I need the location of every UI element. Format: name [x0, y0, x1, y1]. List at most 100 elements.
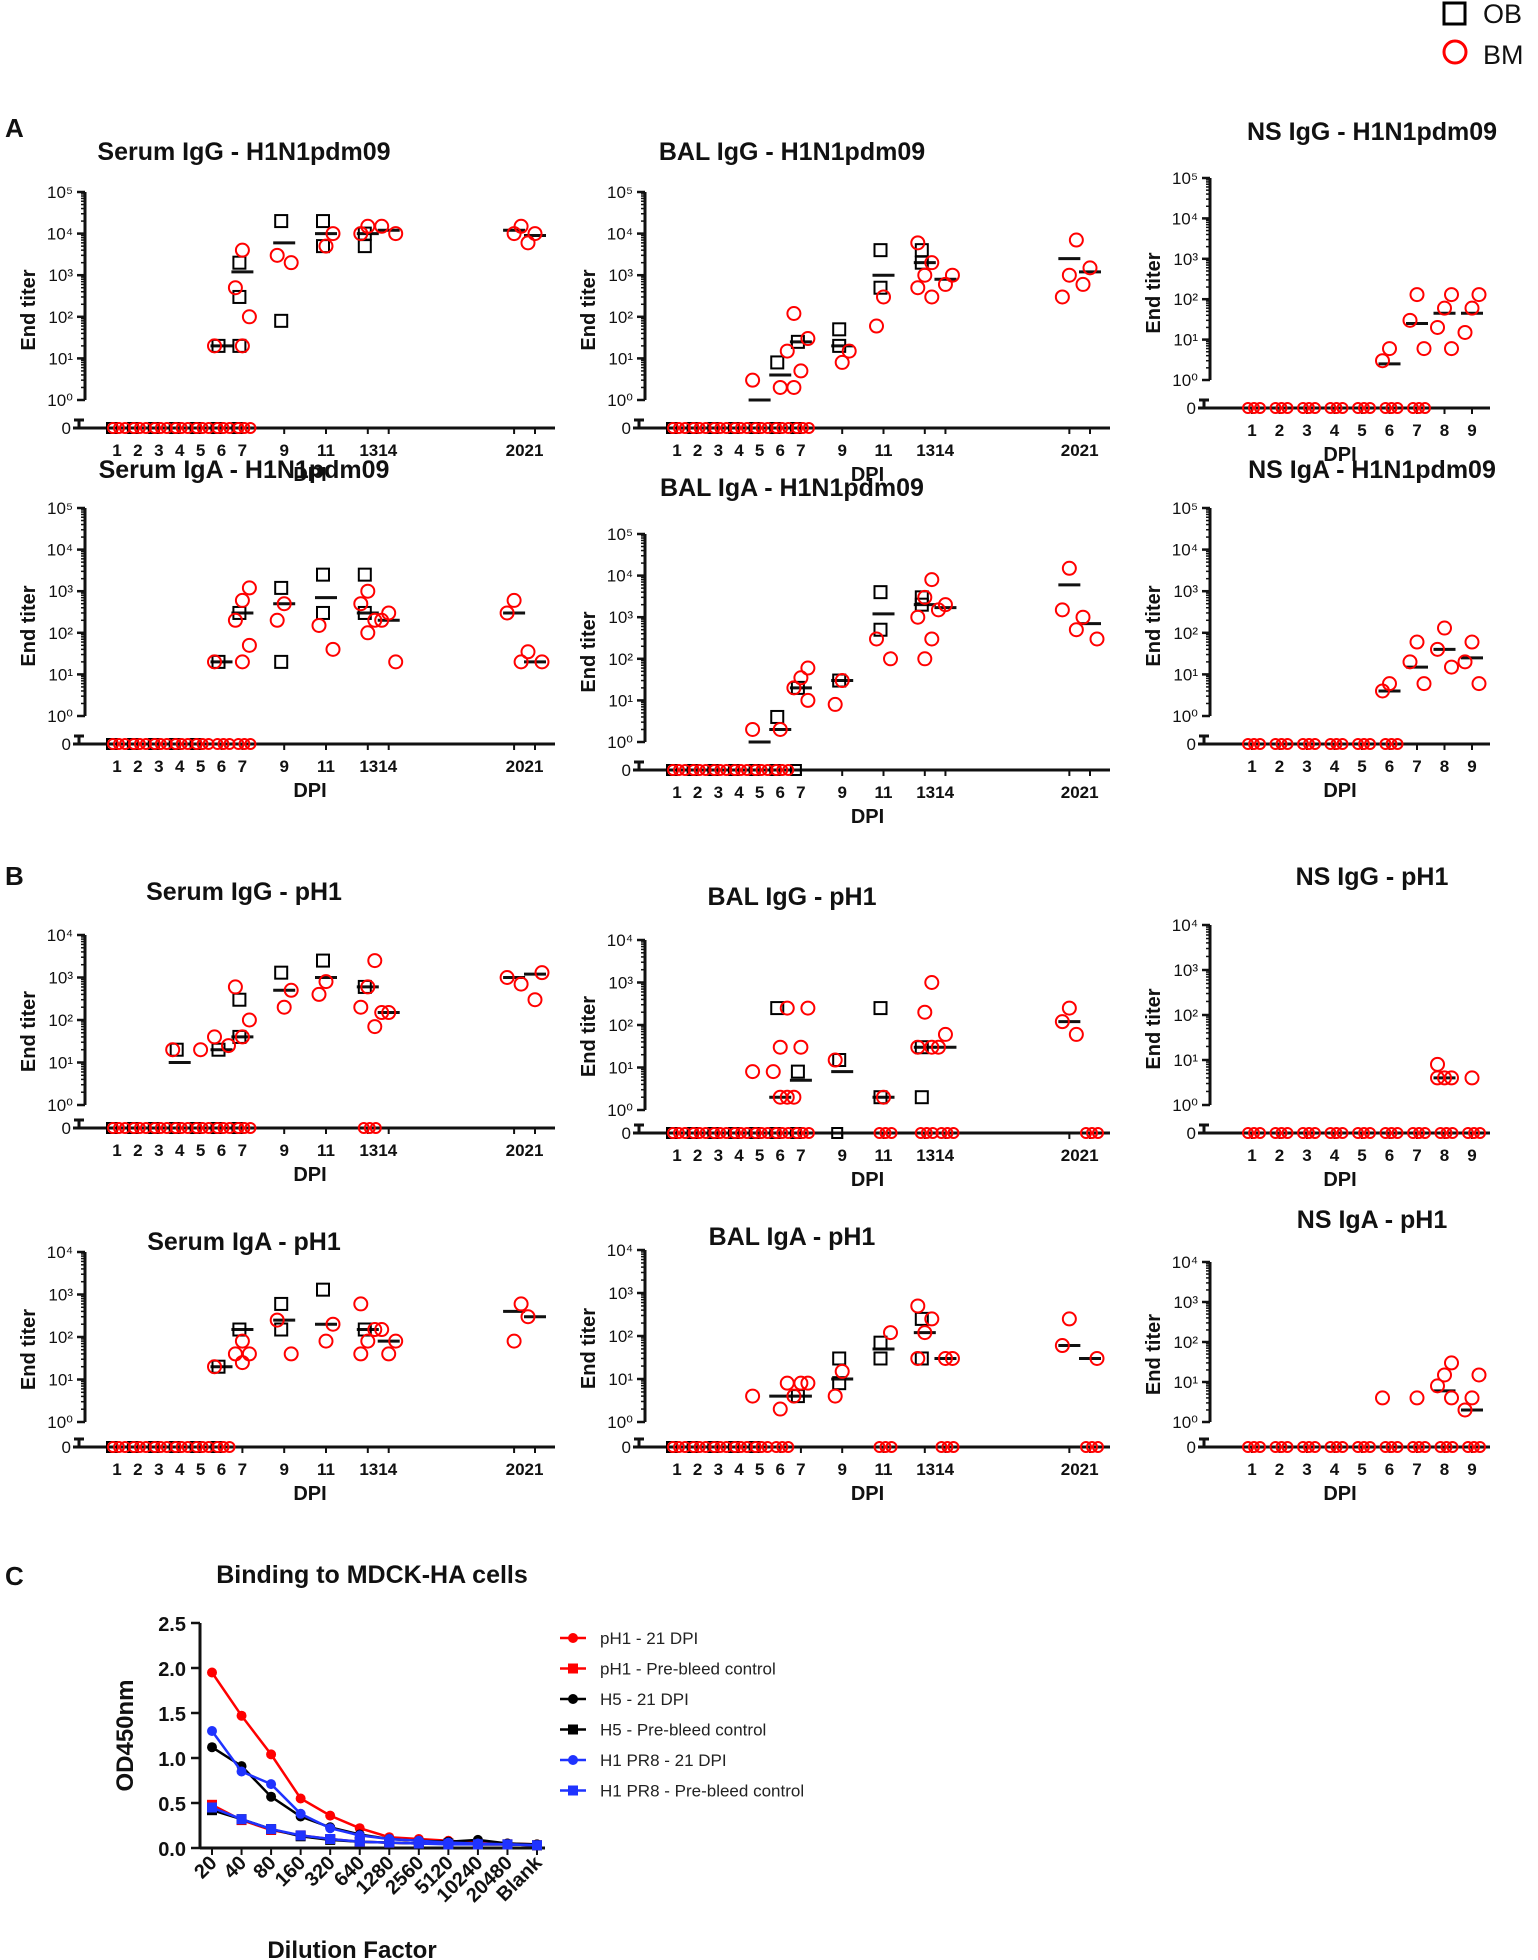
- bm-zero-point: [1324, 1441, 1337, 1453]
- ob-point: [232, 255, 247, 270]
- ob-point: [274, 1322, 289, 1337]
- bm-zero-point: [196, 422, 209, 434]
- bm-zero-point: [1080, 1127, 1092, 1139]
- y-tick-label: 10³: [1173, 961, 1198, 980]
- x-tick-label: 3: [714, 783, 723, 802]
- bm-zero-point: [740, 764, 753, 776]
- bm-point: [360, 625, 376, 641]
- bm-point: [1068, 1026, 1084, 1042]
- bm-zero-point: [238, 738, 251, 750]
- chart-serum-igg-h1n1: Serum IgG - H1N1pdm09 10⁰ 10¹ 10² 10³ 10⁴ 10⁵ 0…: [18, 138, 555, 486]
- x-tick-label: 9: [837, 441, 846, 460]
- bm-zero-point: [770, 764, 783, 776]
- bm-zero-point: [244, 422, 257, 434]
- bm-zero-point: [693, 1127, 706, 1139]
- x-tick-label: 6: [217, 441, 226, 460]
- bm-point: [786, 306, 802, 322]
- bm-point: [534, 654, 550, 670]
- bm-zero-point: [755, 1127, 768, 1139]
- bm-point: [234, 654, 250, 670]
- bm-zero-point: [673, 764, 685, 776]
- bm-point: [786, 1089, 802, 1105]
- x-tick-label: 1: [112, 757, 121, 776]
- bm-point: [924, 1311, 940, 1327]
- bm-zero-point: [1086, 1127, 1098, 1139]
- y-tick-label: 10¹: [48, 1371, 73, 1390]
- y-tick-label: 10²: [1173, 1006, 1198, 1025]
- x-tick-label: 4: [1330, 1146, 1340, 1165]
- x-tick-label: 4: [734, 783, 744, 802]
- bm-zero-point: [935, 1127, 948, 1139]
- chart-title: Binding to MDCK-HA cells: [216, 1561, 528, 1589]
- x-tick-label: 9: [1467, 1460, 1476, 1479]
- bm-zero-point: [1281, 738, 1294, 750]
- bm-zero-point: [687, 1441, 700, 1453]
- bm-zero-point: [148, 738, 161, 750]
- bm-zero-point: [369, 1122, 382, 1134]
- bm-point: [1068, 232, 1084, 248]
- bm-zero-point: [941, 1127, 954, 1139]
- y-tick-label: 10⁵: [607, 183, 633, 202]
- bm-zero-point: [232, 422, 245, 434]
- bm-zero-point: [119, 1441, 131, 1453]
- bm-zero-point: [119, 422, 131, 434]
- bm-point: [772, 1401, 788, 1417]
- y-tick-label: 10⁴: [47, 1243, 73, 1262]
- x-tick-label: 8: [1440, 1146, 1449, 1165]
- bm-zero-point: [127, 1441, 140, 1453]
- x-tick-label: 7: [1412, 757, 1421, 776]
- bm-zero-point: [1242, 1441, 1254, 1453]
- bm-zero-point: [761, 1441, 774, 1453]
- bm-zero-point: [139, 1122, 152, 1134]
- bm-zero-point: [133, 1441, 146, 1453]
- bm-point: [360, 1333, 376, 1349]
- bm-point: [910, 1039, 926, 1055]
- bm-point: [924, 631, 940, 647]
- x-tick-label: 6: [776, 1146, 785, 1165]
- y-tick-label: 10⁴: [1172, 916, 1198, 935]
- bm-point: [283, 255, 299, 271]
- ob-point: [873, 1351, 888, 1366]
- bm-point: [269, 247, 285, 263]
- bm-point: [1437, 620, 1452, 636]
- y-tick-label: 10⁴: [607, 1241, 633, 1260]
- x-tick-label: 4: [175, 1141, 185, 1160]
- bm-zero-point: [1269, 738, 1282, 750]
- x-tick-label: 2: [693, 441, 702, 460]
- x-tick-label: 3: [714, 441, 723, 460]
- bm-point: [772, 721, 788, 737]
- bm-zero-point: [1413, 1441, 1425, 1453]
- y-tick-label: 10¹: [608, 691, 633, 710]
- ob-point: [873, 243, 888, 258]
- bm-point: [325, 226, 341, 242]
- bm-zero-point: [699, 764, 712, 776]
- bm-point: [944, 1350, 960, 1366]
- bm-point: [513, 976, 529, 992]
- bm-zero-point: [1440, 1441, 1453, 1453]
- y-zero-label: 0: [62, 735, 71, 754]
- bm-zero-point: [885, 1127, 898, 1139]
- ob-point: [770, 355, 785, 370]
- bm-zero-point: [667, 422, 679, 434]
- y-tick-label: 10²: [1173, 1333, 1198, 1352]
- bm-zero-point: [873, 1441, 886, 1453]
- x-tick-label: 1314: [359, 441, 397, 460]
- bm-point: [937, 1026, 953, 1042]
- chart-title: BAL IgG - pH1: [708, 883, 877, 911]
- bm-point: [234, 1355, 250, 1371]
- y-tick-label: 10²: [48, 1011, 73, 1030]
- bm-zero-point: [679, 764, 691, 776]
- bm-zero-point: [708, 764, 721, 776]
- bm-zero-point: [113, 1441, 125, 1453]
- bm-point: [793, 1039, 809, 1055]
- bm-point: [1457, 324, 1473, 340]
- ob-point: [357, 567, 372, 582]
- x-axis-label: DPI: [851, 464, 884, 486]
- bm-point: [499, 605, 515, 621]
- bm-zero-point: [211, 422, 224, 434]
- bm-point: [1082, 260, 1098, 276]
- bm-point: [834, 1363, 850, 1379]
- bm-zero-point: [202, 1122, 215, 1134]
